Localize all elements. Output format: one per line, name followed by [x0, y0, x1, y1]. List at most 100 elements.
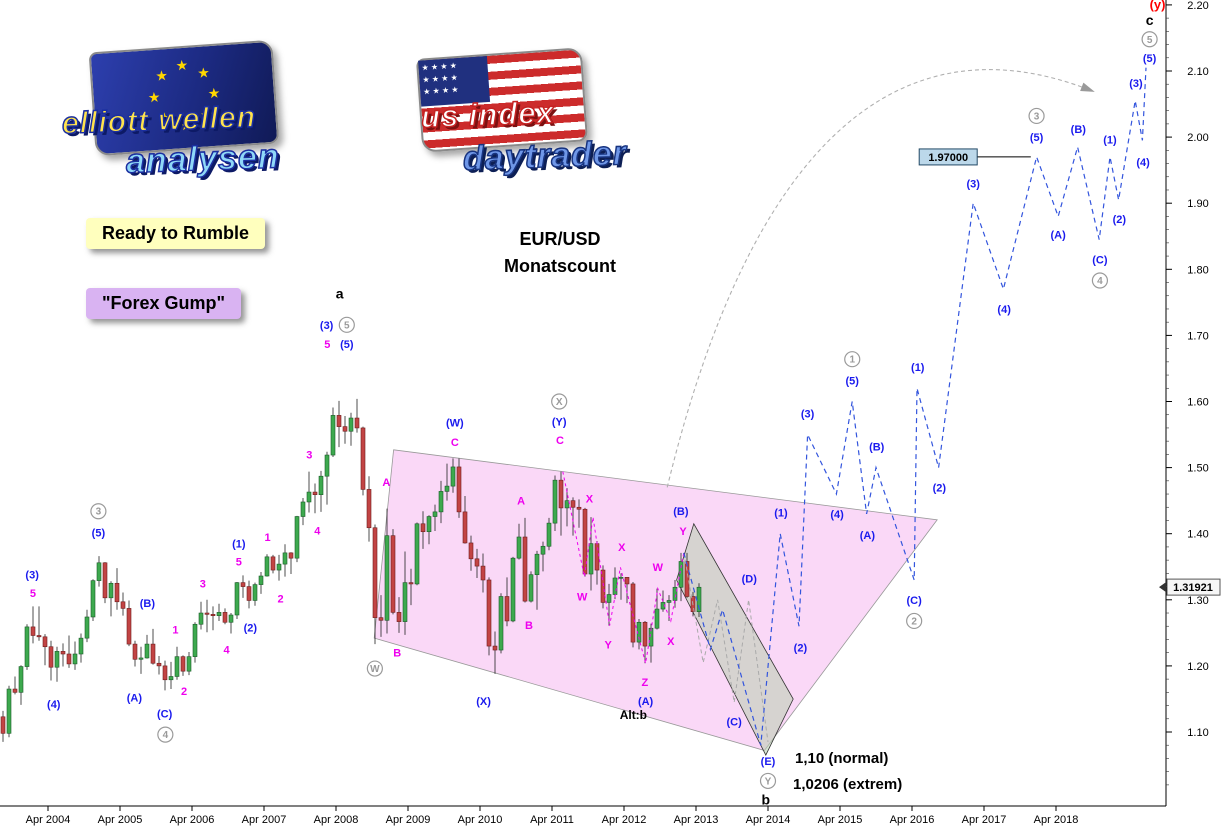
- candle-body: [570, 500, 576, 508]
- candle-body: [114, 582, 120, 603]
- candle-body: [546, 522, 552, 547]
- price-axis-label: 2.20: [1187, 0, 1208, 12]
- candle-body: [306, 491, 312, 503]
- star-icon: ★: [196, 64, 211, 81]
- candle-body: [462, 511, 468, 544]
- ready-to-rumble-banner: Ready to Rumble: [86, 218, 266, 249]
- candle-body: [318, 475, 324, 496]
- candle-body: [300, 501, 306, 517]
- star-icon: ★: [175, 56, 189, 74]
- circled-wave-label-text: 4: [1097, 276, 1103, 287]
- wave-label: (A): [127, 693, 143, 705]
- wave-label: (1): [911, 362, 925, 374]
- alternate-count-zigzag: [683, 552, 769, 742]
- candle-body: [624, 577, 630, 585]
- wave-label: (4): [1136, 157, 1150, 169]
- wave-label: (4): [47, 699, 61, 711]
- chart-title-line1: EUR/USD: [519, 229, 601, 249]
- candle-body: [60, 651, 66, 655]
- circled-wave-label: [90, 503, 107, 520]
- wave-label: (D): [742, 574, 758, 586]
- circled-wave-label: [759, 772, 777, 790]
- wave-label: Y: [604, 640, 612, 652]
- candle-body: [630, 583, 636, 643]
- candle-body: [24, 626, 30, 667]
- candle-body: [336, 415, 342, 427]
- circled-wave-label-text: W: [370, 664, 380, 675]
- wave-label: (X): [476, 696, 491, 708]
- wave-label: C: [451, 437, 459, 449]
- candle-body: [642, 621, 648, 647]
- wave-label: (2): [933, 482, 947, 494]
- candle-body: [84, 616, 90, 639]
- wave-label: (4): [997, 304, 1011, 316]
- wave-label: (2): [244, 623, 258, 635]
- circled-wave-label: [906, 612, 923, 630]
- price-axis-label: 1.40: [1187, 529, 1208, 541]
- date-axis-label: Apr 2004: [26, 814, 71, 826]
- circled-wave-label-text: 4: [163, 730, 169, 741]
- candle-body: [486, 579, 492, 647]
- wave-label: a: [336, 285, 344, 301]
- candle-body: [234, 582, 240, 616]
- wave-label: (A): [860, 530, 876, 542]
- price-axis-label: 1.90: [1187, 198, 1208, 210]
- wave-label: (1): [1103, 135, 1117, 147]
- circled-wave-label-text: 1: [849, 355, 855, 366]
- candle-body: [132, 643, 138, 660]
- candle-body: [618, 577, 624, 579]
- candle-body: [174, 656, 180, 677]
- chart-title-line2: Monatscount: [504, 256, 616, 276]
- wave-label: W: [653, 562, 664, 574]
- candle-body: [354, 417, 360, 429]
- wave-label: (Y): [552, 416, 567, 428]
- circled-wave-label: [1028, 107, 1045, 125]
- candle-body: [666, 600, 672, 603]
- candle-body: [438, 491, 444, 513]
- target-price-text: 1.97000: [928, 152, 968, 164]
- wave-label: (W): [446, 418, 464, 430]
- circled-wave-label: [338, 316, 355, 333]
- candle-body: [540, 545, 546, 555]
- wave-label: 2: [277, 593, 283, 605]
- candle-body: [312, 491, 318, 496]
- wave-label: (A): [638, 696, 654, 708]
- wave-label: 4: [314, 525, 321, 537]
- current-price-marker-icon: [1159, 582, 1166, 593]
- wave-label: (5): [846, 375, 860, 387]
- wave-label: 1: [172, 625, 178, 637]
- candle-body: [108, 582, 114, 599]
- wave-label: 5: [30, 588, 36, 600]
- candle-body: [432, 511, 438, 517]
- wave-label: (C): [1092, 254, 1108, 266]
- candle-body: [498, 596, 504, 651]
- candle-body: [228, 614, 234, 623]
- candle-body: [330, 415, 336, 456]
- price-axis-label: 1.60: [1187, 397, 1208, 409]
- current-price-text: 1.31921: [1173, 582, 1213, 594]
- logo-right-line2: daytrader: [462, 133, 629, 178]
- candle-body: [36, 635, 42, 638]
- candle-body: [186, 656, 192, 672]
- current-price-badge: [1166, 578, 1221, 596]
- candle-body: [0, 716, 6, 734]
- green-triangle-region: [676, 522, 794, 756]
- price-axis-label: 1.30: [1187, 595, 1208, 607]
- wave-label: X: [667, 636, 675, 648]
- wave-label: c: [1146, 12, 1154, 28]
- date-axis-label: Apr 2010: [458, 814, 503, 826]
- wave-label: B: [525, 620, 533, 632]
- circled-wave-label-text: 5: [1147, 35, 1153, 46]
- date-axis-label: Apr 2013: [674, 814, 719, 826]
- candle-body: [408, 582, 414, 585]
- candle-body: [204, 612, 210, 615]
- date-axis-label: Apr 2009: [386, 814, 431, 826]
- chart-title: EUR/USD Monatscount: [450, 226, 670, 280]
- candle-body: [96, 562, 102, 581]
- candle-body: [456, 466, 462, 513]
- candle-body: [198, 612, 204, 625]
- circled-wave-label: [1091, 272, 1109, 289]
- wave-label: Alt:b: [620, 708, 647, 722]
- wave-label: (3): [801, 408, 815, 420]
